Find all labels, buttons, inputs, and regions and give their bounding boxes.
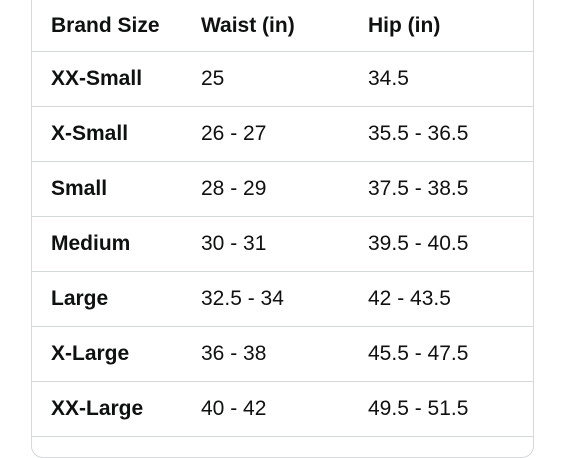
size-cell: Small [32, 161, 201, 217]
column-header-hip: Hip (in) [368, 0, 533, 52]
table-row: XX-Large 40 - 42 49.5 - 51.5 [32, 381, 533, 437]
table-row: XX-Small 25 34.5 [32, 51, 533, 107]
waist-cell: 36 - 38 [201, 326, 368, 382]
waist-cell: 30 - 31 [201, 216, 368, 272]
hip-cell: 37.5 - 38.5 [368, 161, 533, 217]
size-chart-table: Brand Size Waist (in) Hip (in) XX-Small … [32, 0, 533, 437]
waist-cell: 25 [201, 51, 368, 107]
waist-cell: 32.5 - 34 [201, 271, 368, 327]
hip-cell: 34.5 [368, 51, 533, 107]
column-header-waist: Waist (in) [201, 0, 368, 52]
size-cell: XX-Small [32, 51, 201, 107]
table-row: Large 32.5 - 34 42 - 43.5 [32, 271, 533, 327]
table-row: Medium 30 - 31 39.5 - 40.5 [32, 216, 533, 272]
table-header-row: Brand Size Waist (in) Hip (in) [32, 0, 533, 52]
waist-cell: 40 - 42 [201, 381, 368, 437]
table-row: X-Large 36 - 38 45.5 - 47.5 [32, 326, 533, 382]
hip-cell: 45.5 - 47.5 [368, 326, 533, 382]
size-cell: XX-Large [32, 381, 201, 437]
hip-cell: 42 - 43.5 [368, 271, 533, 327]
table-row: Small 28 - 29 37.5 - 38.5 [32, 161, 533, 217]
hip-cell: 49.5 - 51.5 [368, 381, 533, 437]
column-header-brand-size: Brand Size [32, 0, 201, 52]
size-cell: X-Small [32, 106, 201, 162]
size-cell: Medium [32, 216, 201, 272]
waist-cell: 26 - 27 [201, 106, 368, 162]
table-row: X-Small 26 - 27 35.5 - 36.5 [32, 106, 533, 162]
hip-cell: 35.5 - 36.5 [368, 106, 533, 162]
hip-cell: 39.5 - 40.5 [368, 216, 533, 272]
waist-cell: 28 - 29 [201, 161, 368, 217]
size-cell: Large [32, 271, 201, 327]
size-cell: X-Large [32, 326, 201, 382]
